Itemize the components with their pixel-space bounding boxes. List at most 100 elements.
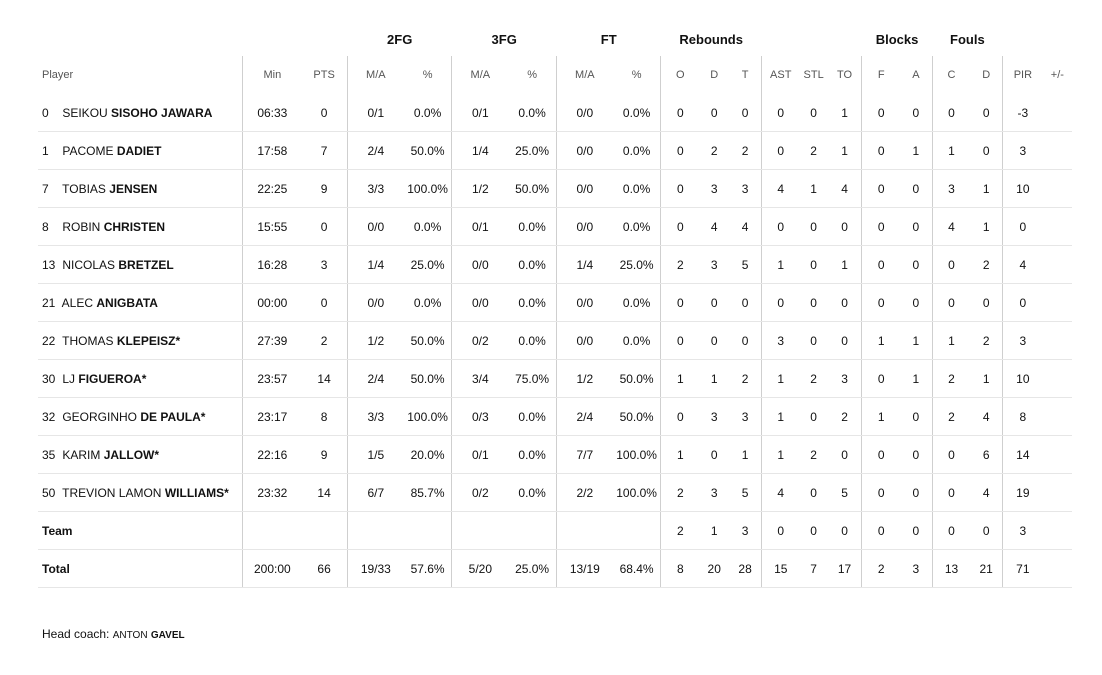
table-row[interactable]: 22 Thomas Klepeisz* 27:39 2 1/2 50.0% 0/2 0.0%…: [38, 321, 1072, 360]
player-last-name: Jallow*: [103, 447, 160, 462]
cell-stl: 0: [799, 207, 828, 246]
cell-ft-ma: 1/2: [555, 359, 613, 398]
player-last-name: Williams*: [164, 485, 229, 500]
cell-fg2-ma: 0/1: [346, 94, 404, 132]
cell-reb-d: 0: [699, 435, 730, 474]
table-row[interactable]: 8 Robin Christen 15:55 0 0/0 0.0% 0/1 0.0% 0/0 0…: [38, 207, 1072, 246]
player-cell[interactable]: 1 Pacome Dadiet: [38, 131, 243, 170]
group-blocks: Blocks: [875, 31, 919, 47]
cell-ft-ma: 0/0: [555, 321, 613, 360]
cell-ft-pct: 50.0%: [612, 397, 661, 436]
group-3fg: 3FG: [491, 31, 517, 47]
cell-fg2-pct: 20.0%: [403, 435, 452, 474]
col-foul-c[interactable]: C: [931, 56, 971, 94]
cell-fg3-pct: 75.0%: [508, 359, 557, 398]
col-foul-d[interactable]: D: [982, 69, 991, 81]
cell-foul-c: 1: [931, 131, 971, 170]
table-row[interactable]: 35 Karim Jallow* 22:16 9 1/5 20.0% 0/1 0.0% 7/7…: [38, 435, 1072, 474]
cell-ft-pct: 50.0%: [612, 359, 661, 398]
cell-blk-a: 0: [900, 207, 933, 246]
cell-fg2-pct: 85.7%: [403, 473, 452, 512]
table-row[interactable]: 50 Trevion Lamon Williams* 23:32 14 6/7 85.7…: [38, 473, 1072, 512]
cell-foul-c: 0: [931, 245, 971, 284]
cell-min: 200:00: [242, 549, 302, 588]
col-2fg-pct[interactable]: %: [422, 69, 433, 81]
player-cell[interactable]: 0 Seikou Sisoho Jawara: [38, 94, 243, 132]
cell-plusminus: [1042, 549, 1072, 588]
col-3fg-pct[interactable]: %: [527, 69, 537, 81]
player-cell[interactable]: 7 Tobias Jensen: [38, 169, 243, 208]
cell-plusminus: [1042, 283, 1072, 322]
cell-ft-ma: 2/4: [555, 397, 613, 436]
cell-ft-ma: 1/4: [555, 245, 613, 284]
col-stl[interactable]: STL: [803, 69, 824, 81]
col-to[interactable]: TO: [836, 69, 853, 81]
player-cell[interactable]: 13 Nicolas Bretzel: [38, 245, 243, 284]
table-row[interactable]: 32 Georginho De Paula* 23:17 8 3/3 100.0% 0/3…: [38, 397, 1072, 436]
cell-ft-pct: 100.0%: [612, 473, 661, 512]
col-ft-ma[interactable]: M/A: [555, 56, 613, 94]
table-row[interactable]: 0 Seikou Sisoho Jawara 06:33 0 0/1 0.0% 0/1 0.…: [38, 94, 1072, 132]
player-cell[interactable]: 30 LJ Figueroa*: [38, 359, 243, 398]
cell-blk-f: 0: [861, 511, 901, 550]
player-cell[interactable]: 32 Georginho De Paula*: [38, 397, 243, 436]
cell-foul-d: 0: [970, 131, 1003, 170]
col-pts[interactable]: PTS: [313, 69, 335, 81]
cell-fg3-pct: 0.0%: [508, 321, 557, 360]
cell-ast: 4: [760, 169, 800, 208]
player-cell[interactable]: 22 Thomas Klepeisz*: [38, 321, 243, 360]
cell-pts: 9: [301, 169, 348, 208]
player-cell[interactable]: 35 Karim Jallow*: [38, 435, 243, 474]
player-cell[interactable]: 8 Robin Christen: [38, 207, 243, 246]
table-row[interactable]: 13 Nicolas Bretzel 16:28 3 1/4 25.0% 0/0 0.0% 1…: [38, 245, 1072, 284]
cell-foul-c: 0: [931, 511, 971, 550]
player-cell[interactable]: 21 Alec Anigbata: [38, 283, 243, 322]
cell-fg2-ma: 6/7: [346, 473, 404, 512]
cell-ft-pct: 100.0%: [612, 435, 661, 474]
cell-reb-d: 2: [699, 131, 730, 170]
col-reb-t[interactable]: T: [741, 69, 749, 81]
cell-fg3-ma: 0/1: [451, 94, 509, 132]
cell-reb-o: 1: [660, 435, 700, 474]
col-reb-d[interactable]: D: [710, 69, 719, 81]
col-2fg-ma[interactable]: M/A: [346, 56, 404, 94]
cell-pts: 14: [301, 359, 348, 398]
cell-foul-d: 2: [970, 321, 1003, 360]
player-last-name: Anigbata: [96, 295, 158, 310]
table-row[interactable]: 30 LJ Figueroa* 23:57 14 2/4 50.0% 3/4 75.0% 1/…: [38, 359, 1072, 398]
cell-fg2-ma: 2/4: [346, 131, 404, 170]
cell-pts: 2: [301, 321, 348, 360]
cell-to: 0: [827, 511, 862, 550]
col-player[interactable]: Player: [42, 69, 74, 81]
player-cell[interactable]: 50 Trevion Lamon Williams*: [38, 473, 243, 512]
col-ast[interactable]: AST: [760, 56, 800, 94]
cell-blk-a: 0: [900, 283, 933, 322]
cell-foul-c: 3: [931, 169, 971, 208]
cell-foul-c: 13: [931, 549, 971, 588]
cell-min: 15:55: [242, 207, 302, 246]
cell-fg3-pct: 0.0%: [508, 245, 557, 284]
cell-blk-f: 0: [861, 283, 901, 322]
cell-reb-d: 3: [699, 473, 730, 512]
table-row[interactable]: 21 Alec Anigbata 00:00 0 0/0 0.0% 0/0 0.0% 0/0 0…: [38, 283, 1072, 322]
col-pir[interactable]: PIR: [1002, 56, 1043, 94]
cell-min: 23:32: [242, 473, 302, 512]
player-first-name: Georginho: [62, 409, 138, 424]
cell-foul-c: 4: [931, 207, 971, 246]
cell-ft-pct: 0.0%: [612, 283, 661, 322]
cell-fg2-ma: 1/2: [346, 321, 404, 360]
table-row[interactable]: 7 Tobias Jensen 22:25 9 3/3 100.0% 1/2 50.0% 0/…: [38, 169, 1072, 208]
table-row[interactable]: 1 Pacome Dadiet 17:58 7 2/4 50.0% 1/4 25.0% 0/0…: [38, 131, 1072, 170]
col-blk-a[interactable]: A: [912, 69, 920, 81]
col-ft-pct[interactable]: %: [631, 69, 642, 81]
cell-ft-ma: 13/19: [555, 549, 613, 588]
col-blk-f[interactable]: F: [861, 56, 901, 94]
cell-to: 1: [827, 131, 862, 170]
col-reb-o[interactable]: O: [660, 56, 700, 94]
cell-pir: 10: [1002, 359, 1043, 398]
col-plusminus[interactable]: +/-: [1050, 69, 1064, 81]
col-min[interactable]: Min: [242, 56, 302, 94]
col-3fg-ma[interactable]: M/A: [451, 56, 509, 94]
player-first-name: Thomas: [62, 333, 114, 348]
cell-fg3-ma: 5/20: [451, 549, 509, 588]
